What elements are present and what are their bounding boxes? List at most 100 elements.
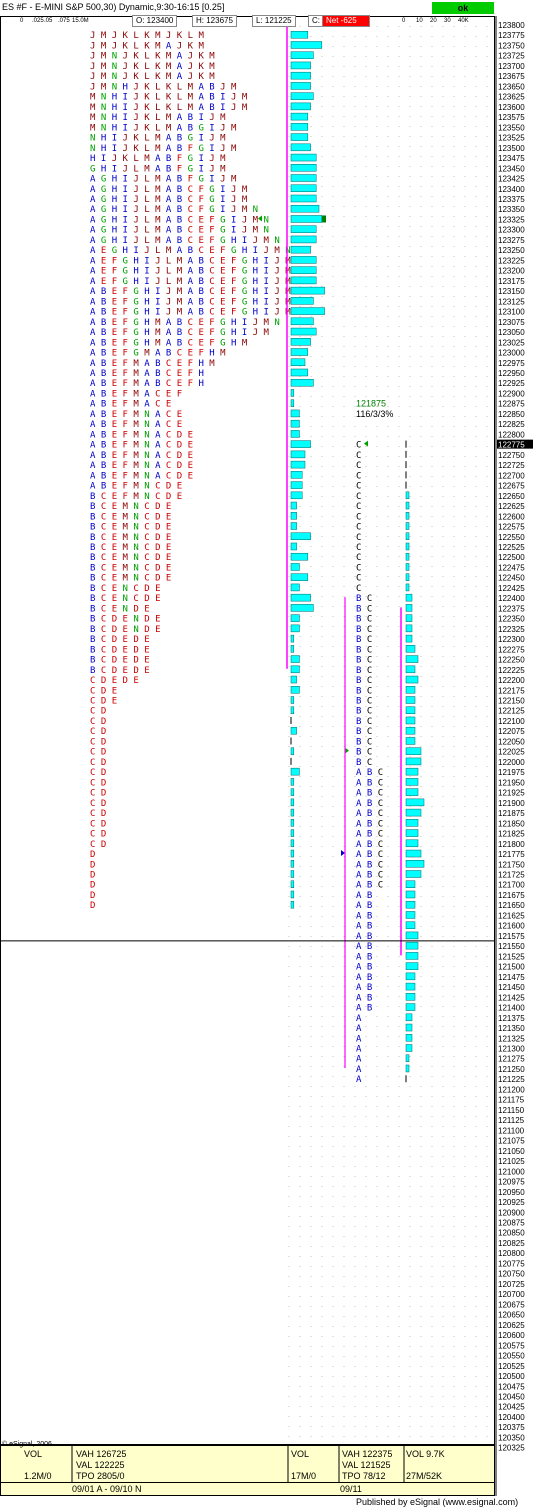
right-tpo-row: A B [356,973,372,983]
price-tick-label: 123750 [498,41,525,50]
right-volume-bar [405,563,410,571]
price-tick-label: 123025 [498,338,525,347]
left-volume-bar [290,235,317,244]
current-price-label: 122775 [498,441,525,450]
price-tick-label: 120400 [498,1413,525,1422]
right-volume-bar [405,1013,413,1022]
right-volume-bar [405,706,416,714]
right-volume-bar [405,747,422,755]
price-tick-label: 122325 [498,625,525,634]
price-tick-label: 120600 [498,1331,525,1340]
price-tick-label: 122600 [498,512,525,521]
left-volume-bar [290,82,311,90]
right-volume-bar [405,788,419,796]
price-tick-label: 122450 [498,574,525,583]
right-volume-bar [405,839,419,848]
left-volume-bar [290,839,295,848]
left-volume-bar [290,522,297,530]
right-tpo-row: A B C [356,850,383,860]
left-volume-bar [290,460,306,469]
price-tick-label: 120325 [498,1444,525,1453]
price-tick-label: 121850 [498,819,525,828]
net-change: Net -625 [322,15,370,27]
price-tick-label: 121175 [498,1096,525,1105]
tpo-row: J M J K L K M J K L M [90,31,204,41]
tpo-row: B C E N C D E [90,594,160,604]
tpo-row: A E F G H I J L M A B C E F G H I J M N [90,267,301,277]
right-volume-bar [405,962,419,970]
price-tick-label: 120500 [498,1372,525,1381]
left-volume-bar [290,440,311,448]
right-volume-bar [405,726,416,735]
left-volume-bar [290,696,295,704]
tpo-row: A B E F G H I J M A B C E F G H I J M N [90,287,301,297]
left-scale-label: .05 [44,18,53,24]
tpo-row: A B E F M N A C D E [90,430,193,440]
left-volume-bar [290,174,317,182]
tpo-row: B C E M N C D E [90,523,171,533]
tpo-row: C D E [90,697,117,707]
tpo-row: B C E M N C D E [90,533,171,543]
right-volume-bar [405,952,419,960]
right-volume-bar [405,819,419,827]
poc-arrow [258,215,262,222]
tpo-row: C D [90,809,106,819]
price-tick-label: 120575 [498,1341,525,1350]
price-tick-label: 120950 [498,1188,525,1197]
left-volume-bar [290,297,314,305]
right-tpo-row: C [356,533,361,543]
price-tick-label: 120975 [498,1178,525,1187]
right-tpo-row: A B [356,993,372,1003]
right-tpo-row: B C [356,594,372,604]
price-tick-label: 123650 [498,82,525,91]
right-volume-bar [405,624,413,633]
price-tick-label: 121825 [498,830,525,839]
right-volume-bar [405,921,416,929]
price-tick-label: 122000 [498,758,525,767]
tpo-row: C D E D E [90,676,139,686]
price-tick-label: 120625 [498,1321,525,1330]
right-volume-bar [405,604,413,612]
left-volume-bar [290,30,309,39]
price-tick-label: 122350 [498,615,525,624]
left-volume-bar [290,184,317,193]
right-tpo-row: C [356,563,361,573]
right-tpo-row: B C [356,635,372,645]
price-tick-label: 123550 [498,123,525,132]
tpo-row: J M N J K L K M A J K M [90,52,215,62]
date-range-left: 09/01 A - 09/10 N [72,1484,142,1494]
current-price-box [497,439,533,449]
tpo-row: A B E F M A C E [90,400,171,410]
right-tpo-row: C [356,441,361,451]
price-tick-label: 122425 [498,584,525,593]
price-tick-label: 122700 [498,471,525,480]
right-tpo-row: C [356,523,361,533]
tpo-row: A B E F M N A C D E [90,471,193,481]
price-tick-label: 122875 [498,400,525,409]
price-tick-label: 122725 [498,461,525,470]
right-tpo-row: B C [356,604,372,614]
ok-button[interactable]: ok [432,2,494,14]
left-volume-bar [290,194,317,203]
footer-vol-value: 1.2M/0 [24,1471,52,1481]
left-volume-bar [290,92,314,100]
left-volume-bar [290,389,295,397]
tpo-row: M N H I J K L K L M A B I J M [90,93,248,103]
left-volume-bar [290,624,300,633]
tpo-row: C D [90,707,106,717]
price-tick-label: 122375 [498,604,525,613]
price-tick-label: 123500 [498,144,525,153]
footer-right-vah: VAH 122375 [342,1449,393,1459]
tpo-row: B C E N C D E [90,584,160,594]
price-tick-label: 123325 [498,215,525,224]
left-volume-bar [290,829,295,837]
left-volume-bar [290,164,317,172]
left-volume-bar [290,593,311,602]
right-tpo-row: A B C [356,809,383,819]
price-tick-label: 122975 [498,359,525,368]
tpo-row: H I J K L M A B F G I J M [90,154,226,164]
right-volume-bar [405,890,416,899]
tpo-row: N H I J K L M A B G I J M [90,134,226,144]
right-tpo-row: A B [356,1004,372,1014]
